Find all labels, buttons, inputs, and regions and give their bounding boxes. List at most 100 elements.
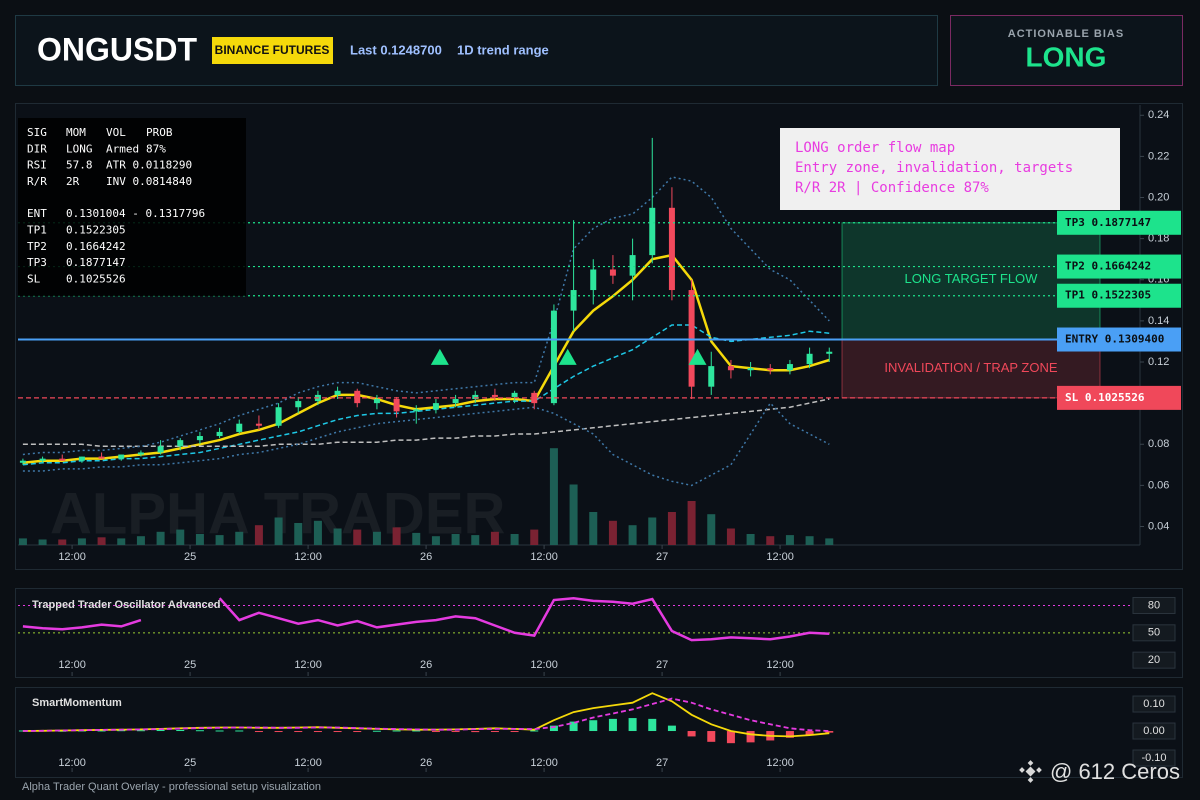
symbol: ONGUSDT (37, 31, 197, 67)
momentum-bar (825, 731, 834, 733)
info-cell: Armed (106, 142, 139, 155)
info-cell: 87% (146, 142, 166, 155)
candle-body (413, 409, 420, 412)
momentum-bar (569, 721, 578, 732)
momentum-bar (490, 731, 499, 733)
info-cell: INV 0.0814840 (106, 175, 192, 188)
info-cell: 0.1301004 - 0.1317796 (66, 207, 205, 220)
candle-body (432, 403, 439, 410)
candle-body (59, 458, 66, 461)
momentum-bar (687, 731, 696, 737)
candle-body (806, 353, 813, 365)
momentum-bar (392, 730, 401, 732)
momentum-bar (117, 730, 126, 732)
candle-body (668, 207, 675, 291)
zone (841, 222, 1101, 341)
candle-body (19, 460, 26, 463)
candle-body (157, 446, 164, 453)
candle-body (295, 401, 302, 408)
momentum-bar (353, 731, 362, 733)
volume-bar (392, 527, 401, 545)
info-cell: VOL (106, 126, 126, 139)
x-tick-label: 12:00 (294, 551, 322, 563)
info-cell: TP3 (27, 256, 47, 269)
y-tick-label: 0.18 (1148, 233, 1169, 245)
candle-body (275, 407, 282, 426)
momentum-bar (530, 730, 539, 732)
momentum-bar (726, 731, 735, 744)
info-cell: 57.8 (66, 159, 93, 172)
momentum-bar (274, 731, 283, 733)
volume-bar (431, 536, 440, 545)
y-tick-label: 80 (1148, 599, 1160, 611)
volume-bar (412, 532, 421, 545)
level-label: SL 0.1025526 (1065, 391, 1145, 404)
x-tick-label: 25 (184, 551, 196, 563)
x-tick-label: 26 (420, 757, 432, 769)
candle-body (649, 207, 656, 256)
info-cell: ENT (27, 207, 47, 220)
info-cell: ATR 0.0118290 (106, 159, 192, 172)
volume-bar (825, 538, 834, 545)
momentum-bar (549, 725, 558, 732)
info-cell: TP1 (27, 224, 47, 237)
exchange: BINANCE FUTURES (215, 43, 330, 57)
volume-bar (746, 534, 755, 545)
y-tick-label: 0.10 (1143, 698, 1164, 710)
y-tick (1132, 624, 1176, 642)
y-tick-label: -0.10 (1141, 752, 1166, 764)
volume-bar (510, 534, 519, 545)
info-cell: R/R (27, 175, 47, 188)
indicator-line (22, 324, 830, 466)
x-tick-label: 12:00 (766, 551, 794, 563)
candle-body (708, 366, 715, 387)
momentum-bar (372, 730, 381, 732)
momentum-bar (628, 718, 637, 732)
momentum-chart: 0.10 0.00 -0.10 12:00 25 12:00 26 12:00 27 12:00 S… (18, 692, 1176, 772)
momentum-bar (667, 725, 676, 732)
momentum-bar (412, 730, 421, 732)
zone-label: LONG TARGET FLOW (905, 271, 1039, 286)
momentum-bar (707, 731, 716, 742)
volume-bar (608, 520, 617, 545)
x-tick-label: 12:00 (58, 659, 86, 671)
y-tick-label: 20 (1148, 654, 1160, 666)
y-tick (1132, 596, 1176, 614)
signal-marker (430, 348, 449, 365)
x-tick-label: 27 (656, 757, 668, 769)
x-tick-label: 26 (420, 659, 432, 671)
candle-body (609, 269, 616, 276)
y-tick-label: 0.24 (1148, 109, 1169, 121)
callout-line: Entry zone, invalidation, targets (795, 160, 1073, 176)
momentum-bar (156, 729, 165, 732)
x-tick-label: 12:00 (294, 659, 322, 671)
candle-body (826, 351, 833, 354)
level-badge (1057, 254, 1181, 279)
momentum-bar (294, 731, 303, 733)
volume-bar (235, 531, 244, 545)
info-cell: 0.1522305 (66, 224, 126, 237)
volume-bar (451, 534, 460, 545)
volume-bar (785, 535, 794, 545)
candle-body (747, 368, 754, 371)
level-label: ENTRY 0.1309400 (1065, 333, 1164, 346)
candle-body (236, 423, 243, 432)
volume-bar (569, 484, 578, 545)
volume-bar (667, 512, 676, 545)
x-tick-label: 12:00 (766, 659, 794, 671)
momentum-bar (805, 731, 814, 736)
indicator-line (22, 398, 830, 448)
x-tick-label: 26 (420, 551, 432, 563)
momentum-bar (176, 729, 185, 732)
y-tick (1132, 749, 1176, 767)
momentum-bar (608, 718, 617, 732)
candle-body (98, 456, 105, 459)
candle-body (511, 392, 518, 397)
info-cell: 2R (66, 175, 80, 188)
y-tick-label: 0.08 (1148, 438, 1169, 450)
info-table-bg (18, 118, 246, 296)
volume-bar (372, 531, 381, 545)
volume-bar (490, 531, 499, 545)
y-tick (1132, 695, 1176, 713)
